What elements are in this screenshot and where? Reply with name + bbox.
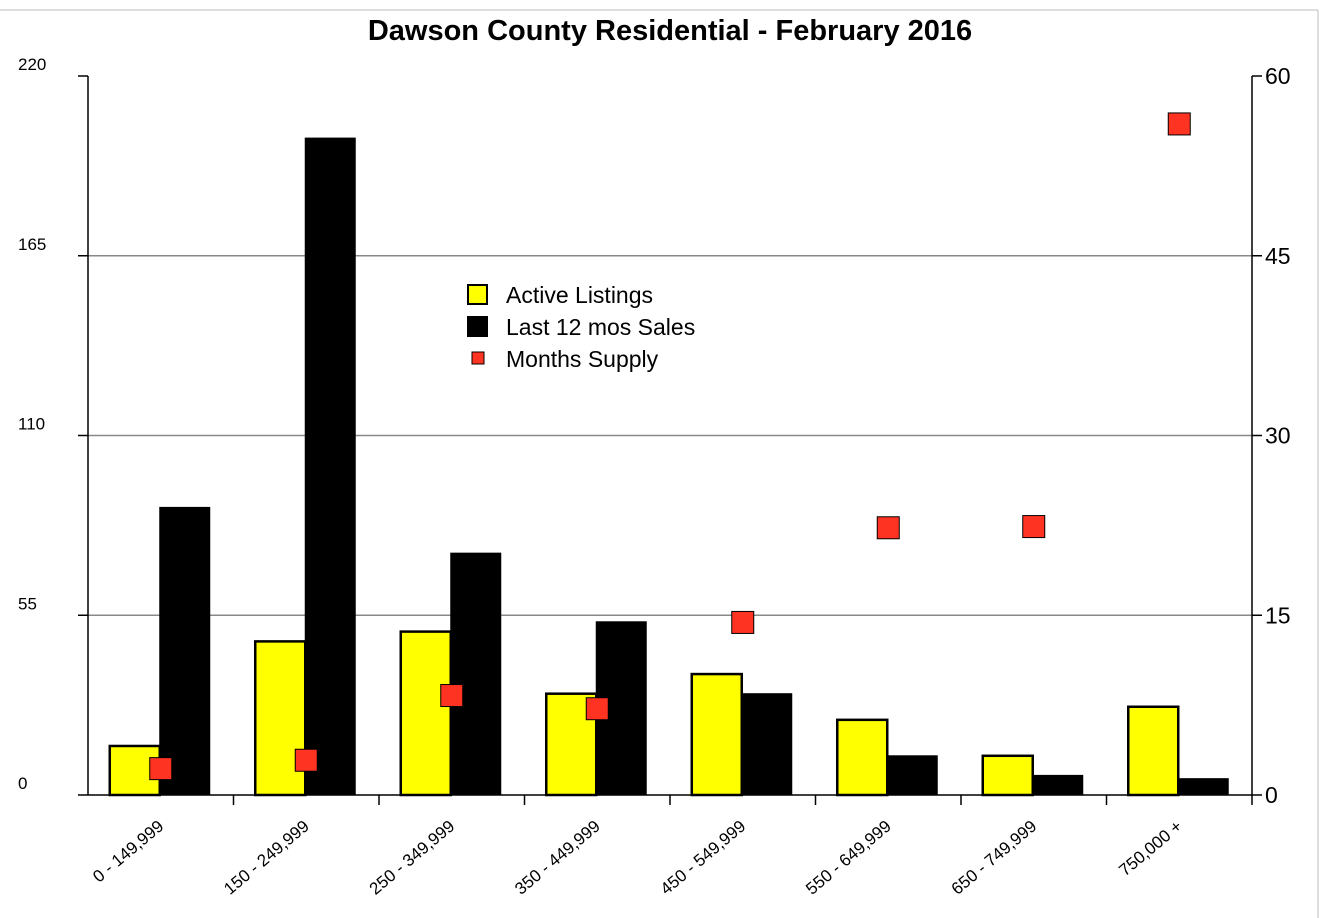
point-months-supply-150-249-999 <box>294 748 318 772</box>
legend-label-months-supply: Months Supply <box>506 346 659 372</box>
bar-active-listings-250-349-999 <box>399 630 452 797</box>
point-months-supply-450-549-999 <box>731 610 755 634</box>
legend-swatch-months-supply <box>471 351 485 365</box>
point-months-supply-550-649-999 <box>876 516 900 540</box>
chart-title: Dawson County Residential - February 201… <box>368 15 972 47</box>
bar-last-12-mos-sales-550-649-999 <box>886 755 938 796</box>
left-tick-label: 165 <box>18 235 46 254</box>
right-tick-label: 0 <box>1265 782 1278 808</box>
left-tick-label: 0 <box>18 774 27 793</box>
bar-last-12-mos-sales-750-000 <box>1177 778 1229 796</box>
legend-label-last-12-mos-sales: Last 12 mos Sales <box>506 314 695 340</box>
bar-active-listings-150-249-999 <box>254 640 307 797</box>
left-tick-label: 55 <box>18 594 37 613</box>
left-tick-label: 110 <box>18 415 45 434</box>
bar-active-listings-550-649-999 <box>836 718 889 797</box>
legend: Active Listings Last 12 mos Sales Months S… <box>467 282 695 372</box>
point-months-supply-650-749-999 <box>1022 515 1046 539</box>
point-months-supply-0-149-999 <box>149 757 173 781</box>
bar-last-12-mos-sales-650-749-999 <box>1032 774 1084 796</box>
right-tick-label: 15 <box>1265 602 1291 628</box>
right-tick-label: 45 <box>1265 243 1291 269</box>
tick-labels: 0 55 110 165 220 0 15 30 45 60 <box>18 55 1291 808</box>
point-months-supply-350-449-999 <box>585 697 609 721</box>
bar-active-listings-450-549-999 <box>690 672 743 797</box>
bar-last-12-mos-sales-150-249-999 <box>304 137 356 796</box>
right-tick-label: 30 <box>1265 423 1291 449</box>
point-months-supply-750-000 <box>1167 112 1191 136</box>
bar-last-12-mos-sales-450-549-999 <box>741 693 793 796</box>
bar-last-12-mos-sales-0-149-999 <box>159 506 211 796</box>
months-supply-points <box>149 112 1191 781</box>
bar-active-listings-650-749-999 <box>981 754 1034 797</box>
axes <box>0 9 1319 918</box>
point-months-supply-250-349-999 <box>440 684 464 708</box>
bars <box>108 137 1229 797</box>
bar-active-listings-750-000 <box>1127 705 1180 797</box>
legend-swatch-last-12-mos-sales <box>467 316 488 337</box>
left-tick-label: 220 <box>18 55 46 74</box>
legend-swatch-active-listings <box>467 284 488 305</box>
right-tick-label: 60 <box>1265 63 1291 89</box>
bar-last-12-mos-sales-250-349-999 <box>450 552 502 796</box>
legend-label-active-listings: Active Listings <box>506 282 653 308</box>
grid-lines <box>88 255 1252 616</box>
